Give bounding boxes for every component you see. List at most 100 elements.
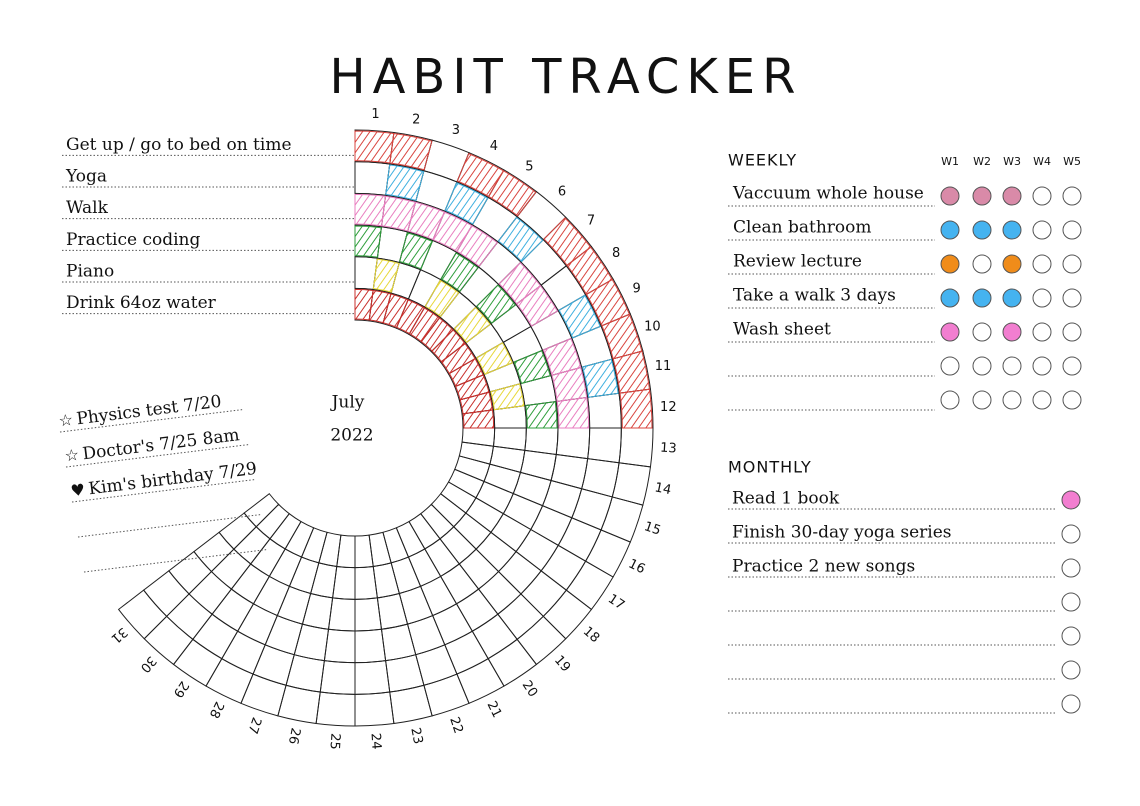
- weekly-check: [1002, 288, 1022, 308]
- cell: [475, 531, 517, 573]
- day-label: 30: [137, 653, 159, 675]
- weekly-header: WEEKLY: [728, 151, 797, 170]
- cell: [432, 603, 474, 646]
- note-line: [71, 478, 256, 503]
- cell: [211, 588, 255, 632]
- cell: [497, 593, 545, 640]
- cell: [550, 453, 589, 490]
- day-label: 3: [452, 123, 460, 138]
- cell: [447, 468, 485, 499]
- day-label: 25: [326, 733, 342, 750]
- cell: [471, 613, 518, 660]
- week-label: W1: [941, 155, 959, 168]
- cell: [230, 563, 271, 605]
- note-icon: ♥: [70, 480, 87, 501]
- weekly-check: [1002, 322, 1022, 342]
- weekly-check: [1032, 356, 1052, 376]
- cell: [600, 496, 644, 543]
- done-cell: [513, 350, 551, 385]
- note-line: [83, 548, 268, 573]
- done-cell: [456, 224, 498, 267]
- cell: [354, 161, 391, 196]
- done-cell: [444, 182, 489, 225]
- note-icon: ☆: [64, 445, 81, 466]
- day-label: 8: [612, 246, 620, 261]
- note: ♥ Kim's birthday 7/29: [70, 459, 258, 503]
- weekly-check: [1002, 254, 1022, 274]
- weekly-check: [1002, 390, 1022, 410]
- cell: [571, 488, 613, 531]
- cell: [293, 623, 330, 662]
- day-label: 26: [285, 726, 303, 745]
- day-label: 16: [626, 556, 647, 577]
- day-label: 22: [446, 715, 466, 735]
- done-cell: [440, 252, 479, 292]
- cell: [354, 628, 387, 664]
- day-label: 29: [170, 678, 192, 700]
- done-cell: [453, 306, 491, 344]
- cell: [315, 691, 356, 727]
- cell: [520, 570, 567, 618]
- weekly-check: [940, 356, 960, 376]
- day-label: 11: [655, 359, 672, 374]
- note-line: [65, 443, 250, 468]
- title: HABIT TRACKER: [330, 49, 803, 105]
- day-label: 19: [551, 653, 573, 675]
- cell: [557, 517, 602, 562]
- cell: [323, 628, 356, 664]
- done-cell: [385, 164, 425, 201]
- weekly-check: [1002, 220, 1022, 240]
- weekly-check: [972, 322, 992, 342]
- note-text: Kim's birthday 7/29: [87, 459, 258, 500]
- day-label: 2: [412, 113, 420, 128]
- cell: [221, 630, 266, 675]
- cell: [420, 503, 455, 540]
- cell: [455, 588, 499, 632]
- weekly-check: [940, 220, 960, 240]
- cell: [165, 593, 213, 640]
- cell: [587, 392, 622, 429]
- cell: [618, 427, 654, 468]
- cell: [458, 548, 500, 590]
- cell: [406, 614, 446, 656]
- cell: [354, 597, 383, 632]
- cell: [444, 630, 489, 675]
- done-cell: [476, 284, 516, 324]
- cell: [264, 614, 304, 656]
- weekly-check: [1062, 288, 1082, 308]
- weekly-task: Take a walk 3 days: [733, 286, 896, 306]
- year: 2022: [330, 426, 373, 446]
- habit-label: Walk: [66, 198, 109, 218]
- day-label: 15: [642, 519, 662, 539]
- done-cell: [516, 285, 559, 327]
- weekly-check: [972, 186, 992, 206]
- cell: [193, 531, 235, 573]
- cell: [300, 527, 328, 564]
- done-cell: [490, 383, 525, 411]
- done-cell: [619, 388, 653, 429]
- cell: [477, 570, 522, 615]
- day-label: 28: [206, 699, 227, 720]
- weekly-check: [940, 390, 960, 410]
- weekly-check: [972, 356, 992, 376]
- monthly-task: Practice 2 new songs: [732, 557, 915, 577]
- monthly-header: MONTHLY: [728, 458, 812, 477]
- cell: [168, 550, 213, 595]
- weekly-check: [972, 254, 992, 274]
- month: July: [330, 393, 365, 413]
- weekly-check: [1062, 254, 1082, 274]
- cell: [419, 575, 458, 617]
- cell: [519, 449, 557, 482]
- weekly-task: Review lecture: [733, 252, 862, 272]
- cell: [354, 565, 378, 600]
- cell: [354, 534, 374, 569]
- day-label: 27: [244, 715, 264, 735]
- monthly-check: [1061, 558, 1081, 578]
- weekly-check: [1062, 356, 1082, 376]
- weekly-check: [972, 220, 992, 240]
- note: [77, 513, 262, 538]
- cell: [252, 644, 295, 686]
- weekly-check: [1062, 186, 1082, 206]
- habit-label: Drink 64oz water: [66, 293, 217, 313]
